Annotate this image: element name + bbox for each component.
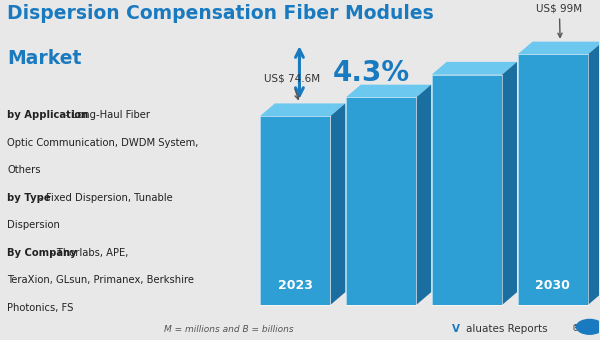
Text: by Type: by Type (7, 193, 51, 203)
Polygon shape (346, 98, 416, 305)
Polygon shape (416, 85, 431, 305)
Text: by Application: by Application (7, 110, 89, 120)
Polygon shape (260, 103, 345, 116)
Polygon shape (502, 62, 517, 305)
Text: M = millions and B = billions: M = millions and B = billions (164, 325, 293, 334)
Text: - Thorlabs, APE,: - Thorlabs, APE, (47, 248, 129, 258)
Polygon shape (346, 85, 431, 98)
Polygon shape (431, 75, 502, 305)
Text: Optic Communication, DWDM System,: Optic Communication, DWDM System, (7, 137, 199, 148)
Text: 2023: 2023 (278, 278, 313, 291)
Text: - Fixed Dispersion, Tunable: - Fixed Dispersion, Tunable (36, 193, 173, 203)
Polygon shape (518, 42, 600, 54)
Polygon shape (331, 103, 345, 305)
Text: By Company: By Company (7, 248, 77, 258)
Polygon shape (431, 62, 517, 75)
Text: Photonics, FS: Photonics, FS (7, 303, 74, 313)
Text: TeraXion, GLsun, Primanex, Berkshire: TeraXion, GLsun, Primanex, Berkshire (7, 275, 194, 285)
Text: Dispersion: Dispersion (7, 220, 60, 230)
Text: 4.3%: 4.3% (332, 58, 409, 87)
Polygon shape (588, 42, 600, 305)
Text: Others: Others (7, 165, 41, 175)
Text: 2030: 2030 (535, 278, 570, 291)
Circle shape (577, 320, 600, 334)
Text: Market: Market (7, 49, 82, 68)
Text: Dispersion Compensation Fiber Modules: Dispersion Compensation Fiber Modules (7, 4, 434, 23)
Text: US$ 99M: US$ 99M (536, 3, 583, 37)
Text: aluates Reports: aluates Reports (466, 324, 548, 334)
Text: V: V (452, 324, 460, 334)
Text: US$ 74.6M: US$ 74.6M (263, 73, 320, 99)
Text: ®: ® (572, 325, 579, 334)
Text: - Long-Haul Fiber: - Long-Haul Fiber (62, 110, 150, 120)
Polygon shape (518, 54, 588, 305)
Polygon shape (260, 116, 331, 305)
